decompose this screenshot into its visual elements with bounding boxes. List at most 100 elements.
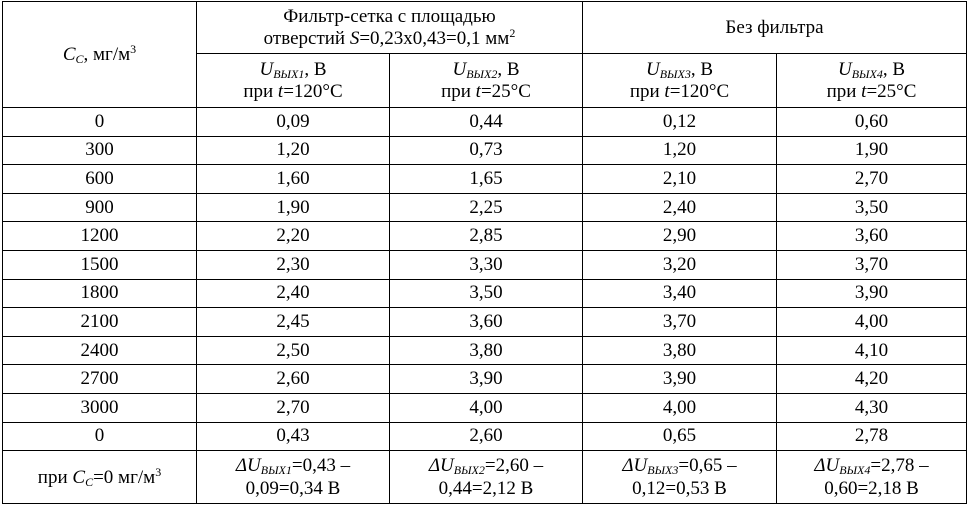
table-row: 3000 2,70 4,00 4,00 4,30 <box>2 392 968 423</box>
voltage-cell: 2,30 <box>196 249 390 280</box>
delta-line1: =0,65 – <box>678 455 737 477</box>
voltage-cell: 3,80 <box>389 335 583 366</box>
condition-prefix: при <box>826 80 862 102</box>
table-row: 1500 2,30 3,30 3,20 3,70 <box>2 249 968 280</box>
voltage-cell: 3,60 <box>775 221 968 251</box>
voltage-cell: 3,50 <box>775 192 968 223</box>
voltage-cell: 1,20 <box>582 135 777 166</box>
concentration-cell: 2400 <box>2 335 197 366</box>
voltage-cell: 3,90 <box>775 278 968 309</box>
delta-subscript: ВЫХ1 <box>260 463 292 478</box>
voltage-cell: 2,50 <box>196 335 390 366</box>
voltage-cell: 4,00 <box>775 307 968 337</box>
filter-header-exponent: 2 <box>509 25 516 40</box>
voltage-cell: 2,85 <box>389 221 583 251</box>
filter-header-line1: Фильтр-сетка с площадью <box>283 5 496 27</box>
voltage-cell: 3,70 <box>582 307 777 337</box>
voltage-cell: 3,90 <box>582 364 777 394</box>
nofilter-group-header: Без фильтра <box>581 1 968 54</box>
table-row: 2100 2,45 3,60 3,70 4,00 <box>2 307 968 337</box>
delta-cell-4: ΔUВЫХ4=2,78 –0,60=2,18 В <box>775 450 968 505</box>
delta-subscript: ВЫХ3 <box>647 463 679 478</box>
nofilter-header-text: Без фильтра <box>725 16 824 38</box>
temperature-symbol: t <box>664 80 670 102</box>
voltage-cell: 3,90 <box>389 364 583 394</box>
delta-label-suffix: =0 мг/м <box>93 466 156 488</box>
temperature-symbol: t <box>475 80 481 102</box>
delta-line1: =0,43 – <box>291 455 351 477</box>
delta-cell-3: ΔUВЫХ3=0,65 –0,12=0,53 В <box>582 450 777 505</box>
table-row: 0 0,09 0,44 0,12 0,60 <box>2 107 968 137</box>
delta-label-exponent: 3 <box>155 464 162 479</box>
table-row: 2400 2,50 3,80 3,80 4,10 <box>2 335 968 366</box>
voltage-cell: 0,43 <box>196 421 390 452</box>
delta-label-c-subscript: C <box>85 474 94 489</box>
table-row: 1200 2,20 2,85 2,90 3,60 <box>2 221 968 251</box>
condition-prefix: при <box>243 80 278 102</box>
delta-subscript: ВЫХ2 <box>453 463 485 478</box>
voltage-cell: 3,20 <box>582 249 777 280</box>
voltage-subscript: ВЫХ1 <box>273 66 305 81</box>
table-row: 1800 2,40 3,50 3,40 3,90 <box>2 278 968 309</box>
condition-prefix: при <box>441 80 476 102</box>
filter-header-line2-pre: отверстий <box>263 27 350 49</box>
voltage-symbol: U <box>645 58 660 80</box>
voltage-cell: 2,10 <box>582 164 777 194</box>
voltage-cell: 4,00 <box>389 392 583 423</box>
voltage-cell: 3,50 <box>389 278 583 309</box>
concentration-cell: 1800 <box>2 278 197 309</box>
delta-line2: 0,44=2,12 В <box>438 478 534 500</box>
cc-header-cell: CC, мг/м3 <box>2 1 197 108</box>
cc-symbol: C <box>62 43 76 65</box>
delta-line2: 0,09=0,34 В <box>245 478 341 500</box>
concentration-cell: 2700 <box>2 364 197 394</box>
voltage-symbol: U <box>837 58 852 80</box>
voltage-cell: 0,73 <box>389 135 583 166</box>
temperature-symbol: t <box>861 80 867 102</box>
voltage-cell: 2,60 <box>389 421 583 452</box>
concentration-cell: 1500 <box>2 249 197 280</box>
concentration-cell: 0 <box>2 421 197 452</box>
column-header-2: UВЫХ2, В при t=25°С <box>389 53 583 108</box>
voltage-subscript: ВЫХ3 <box>659 66 691 81</box>
cc-unit: , мг/м <box>83 43 131 65</box>
delta-row: при CC=0 мг/м3 ΔUВЫХ1=0,43 –0,09=0,34 В ΔU… <box>2 450 968 505</box>
table-row: 300 1,20 0,73 1,20 1,90 <box>2 135 968 166</box>
voltage-cell: 2,20 <box>196 221 390 251</box>
delta-label-c-symbol: C <box>72 466 86 488</box>
delta-line1: =2,60 – <box>484 455 544 477</box>
voltage-cell: 2,40 <box>196 278 390 309</box>
delta-symbol: ΔU <box>814 455 840 477</box>
voltage-cell: 1,90 <box>775 135 968 166</box>
delta-symbol: ΔU <box>235 455 261 477</box>
temperature-value: =120°С <box>283 80 343 102</box>
voltage-subscript: ВЫХ4 <box>851 66 883 81</box>
temperature-value: =120°С <box>669 80 730 102</box>
delta-cell-2: ΔUВЫХ2=2,60 –0,44=2,12 В <box>389 450 583 505</box>
voltage-cell: 4,10 <box>775 335 968 366</box>
delta-subscript: ВЫХ4 <box>839 463 871 478</box>
filter-header-s-symbol: S <box>349 27 360 49</box>
header-row-1: CC, мг/м3 Фильтр-сетка с площадью отверс… <box>2 1 968 108</box>
voltage-cell: 2,45 <box>196 307 390 337</box>
delta-symbol: ΔU <box>622 455 648 477</box>
voltage-cell: 3,40 <box>582 278 777 309</box>
column-header-3: UВЫХ3, В при t=120°С <box>582 53 777 108</box>
column-header-1: UВЫХ1, В при t=120°С <box>196 53 390 108</box>
table-row: 0 0,43 2,60 0,65 2,78 <box>2 421 968 452</box>
condition-prefix: при <box>629 80 665 102</box>
voltage-cell: 1,60 <box>196 164 390 194</box>
delta-cell-1: ΔUВЫХ1=0,43 –0,09=0,34 В <box>196 450 390 505</box>
voltage-subscript: ВЫХ2 <box>466 66 498 81</box>
table-row: 600 1,60 1,65 2,10 2,70 <box>2 164 968 194</box>
voltage-unit: , В <box>497 58 520 80</box>
voltage-cell: 3,30 <box>389 249 583 280</box>
temperature-symbol: t <box>277 80 284 102</box>
voltage-symbol: U <box>452 58 467 80</box>
concentration-cell: 3000 <box>2 392 197 423</box>
voltage-cell: 2,25 <box>389 192 583 223</box>
concentration-cell: 900 <box>2 192 197 223</box>
voltage-cell: 0,44 <box>389 107 583 137</box>
